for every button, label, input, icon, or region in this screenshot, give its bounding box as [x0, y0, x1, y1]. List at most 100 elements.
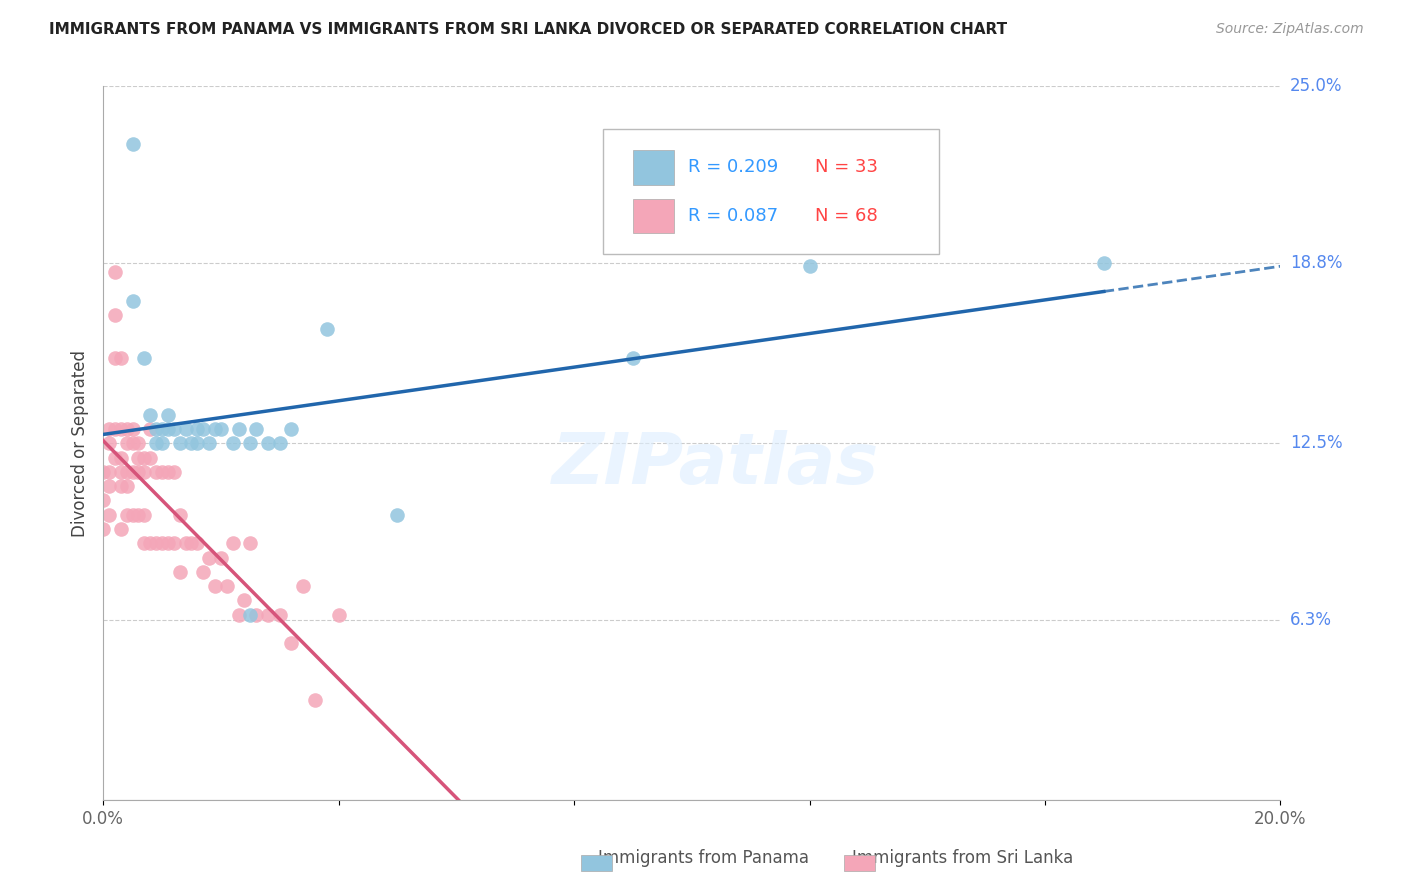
Text: Immigrants from Panama: Immigrants from Panama — [598, 849, 808, 867]
Point — [174, 536, 197, 550]
Point — [121, 436, 143, 450]
Point — [186, 422, 208, 436]
Point — [121, 136, 143, 151]
Point — [134, 536, 156, 550]
Point — [193, 565, 215, 579]
Point — [228, 607, 250, 622]
Point — [799, 260, 821, 274]
Point — [139, 450, 162, 465]
Point — [198, 550, 221, 565]
Point — [280, 422, 302, 436]
Point — [134, 508, 156, 522]
Point — [186, 436, 208, 450]
Point — [121, 465, 143, 479]
Point — [257, 436, 280, 450]
Point — [98, 465, 121, 479]
Point — [115, 422, 138, 436]
Point — [150, 436, 173, 450]
Point — [104, 265, 127, 279]
Y-axis label: Divorced or Separated: Divorced or Separated — [72, 350, 89, 537]
Text: Immigrants from Sri Lanka: Immigrants from Sri Lanka — [852, 849, 1074, 867]
Point — [110, 422, 132, 436]
Point — [104, 308, 127, 322]
Point — [98, 436, 121, 450]
Point — [280, 636, 302, 650]
Point — [134, 465, 156, 479]
Point — [245, 422, 267, 436]
Point — [621, 351, 644, 365]
Point — [98, 508, 121, 522]
Point — [174, 422, 197, 436]
Point — [115, 436, 138, 450]
Point — [139, 536, 162, 550]
Point — [145, 422, 167, 436]
Point — [115, 465, 138, 479]
Point — [221, 436, 243, 450]
Text: N = 33: N = 33 — [815, 159, 879, 177]
Point — [145, 536, 167, 550]
Point — [193, 422, 215, 436]
Point — [163, 422, 186, 436]
Point — [215, 579, 238, 593]
Point — [257, 607, 280, 622]
FancyBboxPatch shape — [633, 150, 673, 185]
Point — [198, 436, 221, 450]
Point — [239, 536, 262, 550]
Point — [156, 422, 179, 436]
Point — [145, 436, 167, 450]
Point — [239, 436, 262, 450]
Point — [169, 565, 191, 579]
Text: R = 0.087: R = 0.087 — [689, 207, 779, 225]
Point — [121, 422, 143, 436]
Point — [169, 436, 191, 450]
Text: Source: ZipAtlas.com: Source: ZipAtlas.com — [1216, 22, 1364, 37]
Point — [121, 293, 143, 308]
Point — [110, 522, 132, 536]
Point — [110, 465, 132, 479]
Point — [150, 422, 173, 436]
Point — [150, 465, 173, 479]
Point — [204, 422, 226, 436]
Point — [98, 422, 121, 436]
Point — [104, 450, 127, 465]
Point — [98, 479, 121, 493]
Text: 6.3%: 6.3% — [1289, 611, 1331, 630]
Point — [163, 536, 186, 550]
Point — [91, 465, 114, 479]
Point — [156, 465, 179, 479]
Point — [150, 536, 173, 550]
Text: 18.8%: 18.8% — [1289, 254, 1343, 272]
Point — [127, 436, 149, 450]
Point — [91, 493, 114, 508]
Point — [180, 536, 202, 550]
Point — [134, 351, 156, 365]
Point — [328, 607, 350, 622]
Point — [269, 436, 291, 450]
Point — [110, 450, 132, 465]
Point — [245, 607, 267, 622]
Point — [156, 536, 179, 550]
Point — [110, 479, 132, 493]
Point — [139, 422, 162, 436]
Point — [115, 479, 138, 493]
Point — [221, 536, 243, 550]
Point — [145, 465, 167, 479]
Point — [239, 607, 262, 622]
Point — [228, 422, 250, 436]
Point — [121, 508, 143, 522]
Point — [209, 422, 232, 436]
Point — [1092, 256, 1115, 270]
FancyBboxPatch shape — [633, 199, 673, 233]
Point — [304, 693, 326, 707]
Point — [104, 351, 127, 365]
Point — [134, 450, 156, 465]
Text: ZIPatlas: ZIPatlas — [551, 430, 879, 500]
Point — [115, 508, 138, 522]
Point — [139, 408, 162, 422]
Point — [269, 607, 291, 622]
Point — [387, 508, 409, 522]
Point — [156, 408, 179, 422]
Point — [91, 522, 114, 536]
Point — [127, 450, 149, 465]
Point — [169, 508, 191, 522]
